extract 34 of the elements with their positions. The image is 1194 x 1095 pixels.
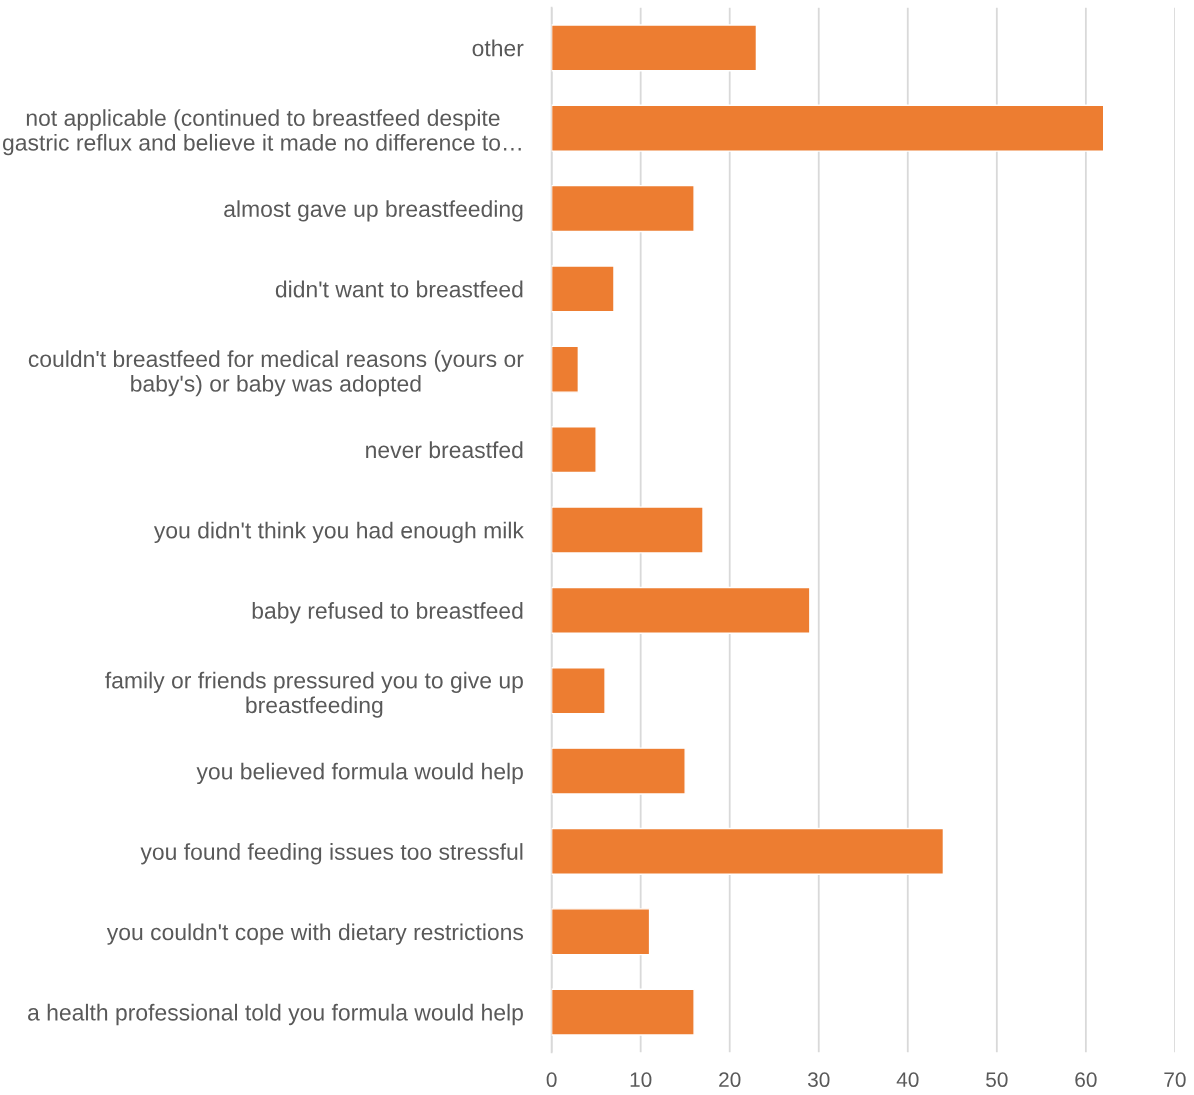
x-tick-label: 30 [807, 1072, 830, 1088]
bar [551, 104, 1105, 152]
bar [551, 24, 758, 72]
x-tick-label: 60 [1075, 1072, 1097, 1088]
x-tick-label: 0 [546, 1072, 557, 1088]
y-tick-label: not applicable (continued to breastfeed despite gastric reflux and believe it made no difference to… [2, 109, 521, 156]
y-tick-label: other [472, 39, 524, 57]
bar [551, 747, 686, 795]
y-tick-label: you found feeding issues too stressful [140, 843, 523, 865]
x-tick-label: 50 [986, 1072, 1008, 1088]
x-tick-label: 70 [1164, 1072, 1186, 1088]
y-tick-label: didn't want to breastfeed [275, 280, 523, 298]
bar [551, 345, 580, 393]
y-tick-label: you believed formula would help [196, 762, 523, 785]
bar [551, 908, 651, 956]
x-tick-label: 20 [719, 1072, 741, 1088]
bar [551, 184, 695, 233]
bar [551, 988, 695, 1036]
bar [551, 265, 615, 313]
y-tick-label: couldn't breastfeed for medical reasons (yours or baby's) or baby was adopted [28, 350, 524, 397]
y-tick-label: family or friends pressured you to give up breastfeeding [105, 671, 523, 718]
x-tick-label: 40 [896, 1072, 919, 1088]
bar [551, 827, 945, 876]
bar [551, 667, 606, 715]
y-tick-label: never breastfed [366, 441, 523, 459]
y-tick-label: baby refused to breastfeed [252, 602, 523, 624]
y-tick-label: you couldn't cope with dietary restrictions [106, 923, 524, 945]
bar [551, 586, 811, 634]
y-tick-label: you didn't think you had enough milk [153, 521, 524, 544]
y-tick-label: a health professional told you formula would help [28, 1003, 523, 1026]
bar [551, 506, 704, 554]
y-tick-label: almost gave up breastfeeding [224, 200, 523, 222]
bar [551, 426, 597, 474]
x-tick-label: 10 [630, 1072, 652, 1088]
